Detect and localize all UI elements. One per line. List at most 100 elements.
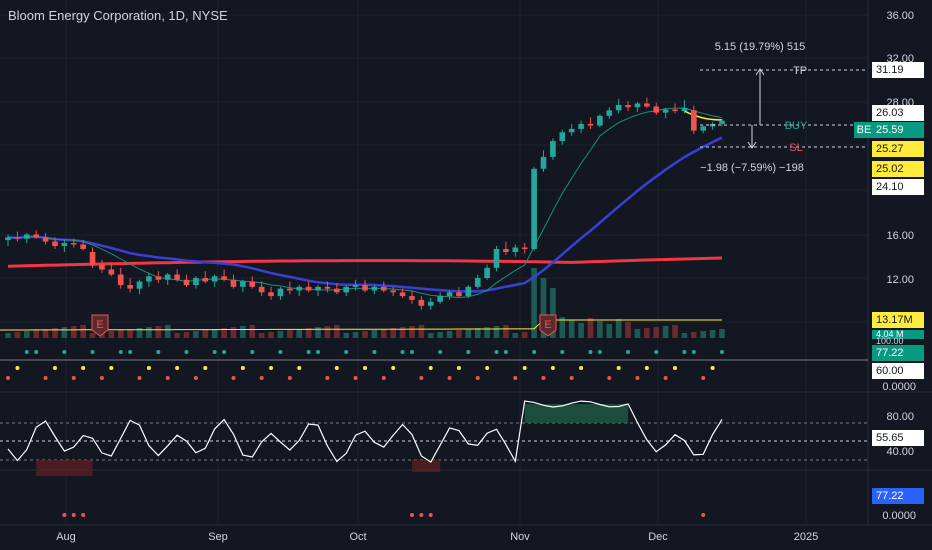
osc1-dot xyxy=(691,350,696,354)
volume-bar xyxy=(287,330,293,338)
candle-body xyxy=(268,292,274,297)
osc1-dot xyxy=(710,366,715,370)
osc1-dot xyxy=(193,376,198,380)
osc1-dot xyxy=(287,376,292,380)
volume-bar xyxy=(230,327,237,338)
osc1-dot xyxy=(419,376,424,380)
candle-body xyxy=(493,248,500,268)
candle-body xyxy=(531,168,537,249)
osc1-dot xyxy=(513,376,518,380)
rsi-fill xyxy=(36,404,629,476)
buy-label: BUY xyxy=(785,120,808,132)
candle-body xyxy=(625,104,631,108)
rsi-oversold-fill xyxy=(36,460,93,476)
candle-body xyxy=(296,286,303,291)
osc1-dot xyxy=(532,350,537,354)
candle-body xyxy=(136,281,143,289)
candle-body xyxy=(352,285,359,287)
volume-bar xyxy=(672,325,678,338)
candle-body xyxy=(324,286,331,289)
osc1-dot xyxy=(99,376,104,380)
osc1-dot xyxy=(550,366,555,370)
volume-bar xyxy=(578,323,584,338)
osc1-dots xyxy=(6,350,724,380)
symbol-badge: BE xyxy=(854,122,874,138)
osc1-dot xyxy=(81,366,86,370)
osc1-dot xyxy=(175,366,180,370)
osc1-dot xyxy=(494,350,499,354)
candle-body xyxy=(333,288,340,293)
osc1-dot xyxy=(146,366,151,370)
volume-bar xyxy=(484,327,490,338)
candle-body xyxy=(540,156,547,169)
volume-bar xyxy=(390,328,397,338)
osc1-dot xyxy=(381,376,386,380)
osc1-dot xyxy=(466,350,471,354)
time-axis[interactable]: Aug Sep Oct Nov Dec 2025 xyxy=(56,531,818,543)
volume-bar xyxy=(164,325,171,338)
tp-price-badge: 31.19 xyxy=(872,62,924,78)
sl-label: SL xyxy=(789,142,802,154)
osc1-dot xyxy=(34,350,39,354)
osc1-dot xyxy=(212,350,217,354)
volume-bar xyxy=(211,329,218,338)
sl-price-badge: 25.27 xyxy=(872,141,924,157)
candle-body xyxy=(127,285,133,289)
volume-bar xyxy=(5,333,11,338)
osc1-dot xyxy=(409,350,414,354)
volume-badge: 4.04 M xyxy=(872,330,924,339)
osc1-dot xyxy=(673,366,678,370)
earnings-marker[interactable]: E xyxy=(539,314,557,337)
volume-bar xyxy=(136,328,143,338)
osc1-dot xyxy=(607,376,612,380)
candle-body xyxy=(446,292,453,297)
volume-bar xyxy=(333,325,340,338)
time-label: Oct xyxy=(349,531,366,543)
osc1-dot xyxy=(90,350,95,354)
volume-bar xyxy=(493,326,500,338)
osc1-dot xyxy=(616,366,621,370)
price-tick: 16.00 xyxy=(886,230,914,242)
rsi-tick: 40.00 xyxy=(886,446,914,458)
ma-blue-line xyxy=(7,136,723,293)
chart-title[interactable]: Bloom Energy Corporation, 1D, NYSE xyxy=(8,8,228,23)
trade-setup[interactable]: 5.15 (19.79%) 515 −1.98 (−7.59%) −198 TP… xyxy=(700,41,868,174)
osc1-dot xyxy=(222,350,227,354)
candle-body xyxy=(343,286,350,293)
candle-body xyxy=(672,109,678,112)
candle-body xyxy=(287,288,293,291)
osc1-dot xyxy=(325,376,330,380)
osc1-dot xyxy=(485,366,490,370)
earnings-marker[interactable]: E xyxy=(91,314,109,337)
candle-body xyxy=(89,252,96,265)
osc1-dot xyxy=(682,350,687,354)
candle-body xyxy=(61,243,68,246)
candle-body xyxy=(117,274,124,286)
osc3-dot xyxy=(81,513,86,517)
osc3-dot xyxy=(428,513,433,517)
time-label: Sep xyxy=(208,531,228,543)
volume-ma-line xyxy=(0,319,722,331)
osc1-dot xyxy=(240,366,245,370)
osc1-dot xyxy=(569,376,574,380)
stop-change-label: −1.98 (−7.59%) −198 xyxy=(700,162,804,174)
volume-bar xyxy=(155,326,162,338)
osc1-dot xyxy=(306,350,311,354)
volume-bar xyxy=(324,326,331,338)
osc1-dot xyxy=(400,350,405,354)
volume-bar xyxy=(240,326,246,338)
tp-label: TP xyxy=(793,65,807,77)
volume-bar xyxy=(362,331,368,338)
osc1-dot xyxy=(597,350,602,354)
candle-body xyxy=(427,301,434,306)
osc1-dot xyxy=(428,366,433,370)
volume-bar xyxy=(183,332,190,338)
osc1-dot xyxy=(635,376,640,380)
candle-body xyxy=(587,123,594,126)
osc3-dot xyxy=(419,513,424,517)
target-change-label: 5.15 (19.79%) 515 xyxy=(715,41,806,53)
volume-bar xyxy=(634,329,641,338)
candle-body xyxy=(512,247,519,253)
osc1-dot xyxy=(363,366,367,370)
